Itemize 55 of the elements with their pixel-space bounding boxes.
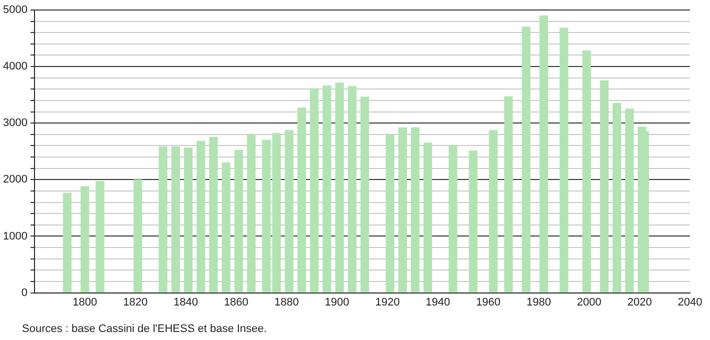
bar (297, 108, 306, 293)
bar (348, 86, 356, 293)
bar (310, 88, 319, 293)
bar (222, 162, 230, 293)
bar (246, 134, 256, 293)
bar (522, 26, 530, 293)
y-tick-label: 4000 (2, 60, 28, 73)
bar (62, 192, 72, 293)
bar (638, 126, 646, 293)
bar (386, 134, 394, 293)
bar (410, 127, 420, 293)
x-tick-label: 1940 (426, 296, 450, 308)
x-tick-label: 1960 (476, 296, 501, 308)
y-tick-label: 0 (21, 286, 28, 299)
bar (612, 102, 622, 293)
x-tick-label: 1820 (123, 296, 148, 308)
bar (423, 142, 432, 293)
bar (209, 136, 218, 293)
bar (335, 82, 344, 293)
bar (322, 85, 332, 293)
y-tick-label: 2000 (2, 174, 28, 186)
bar (582, 50, 591, 293)
x-tick-label: 1800 (72, 296, 98, 308)
bar (504, 96, 513, 293)
y-tick-label: 3000 (2, 117, 28, 130)
x-tick-label: 1880 (274, 296, 299, 308)
x-tick-label: 2040 (678, 296, 702, 308)
y-tick-label: 5000 (2, 4, 28, 16)
bar (539, 15, 548, 293)
x-tick-label: 2000 (576, 296, 602, 308)
bar (489, 130, 498, 293)
bar (134, 179, 142, 293)
x-tick-label: 1980 (526, 296, 551, 308)
bar (184, 148, 193, 293)
x-tick-label: 1900 (324, 296, 350, 308)
bar (468, 150, 478, 293)
x-tick-label: 2020 (627, 296, 652, 308)
x-tick-label: 1920 (375, 296, 400, 308)
x-tick-label: 1860 (224, 296, 248, 308)
bar (196, 140, 206, 293)
bar (448, 144, 458, 293)
bar (360, 96, 370, 293)
bar (625, 108, 634, 293)
y-tick-label: 1000 (2, 230, 28, 242)
source-note: Sources : base Cassini de l'EHESS et base Insee. (22, 323, 267, 335)
bar (234, 150, 244, 293)
bar (158, 146, 168, 293)
bar (560, 28, 568, 293)
bar (171, 146, 180, 293)
bar (284, 130, 294, 293)
bar (600, 80, 609, 293)
x-tick-label: 1840 (174, 296, 198, 308)
bar (96, 181, 104, 293)
bar (80, 186, 90, 293)
bar (398, 127, 407, 293)
